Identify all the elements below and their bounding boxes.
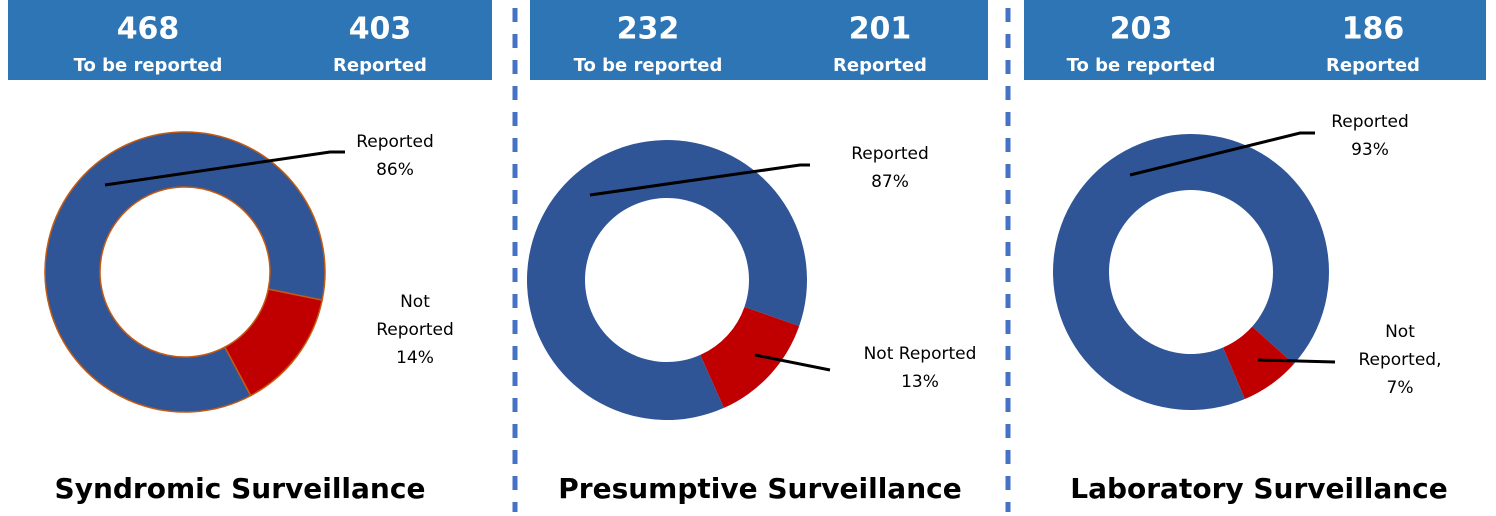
data-label-category: Reported — [356, 132, 434, 152]
header-box — [1024, 0, 1486, 80]
chart-title: Presumptive Surveillance — [558, 472, 961, 505]
leader-line — [754, 353, 831, 372]
donut-slice — [223, 288, 324, 397]
stat-value: 203 — [1110, 12, 1173, 47]
stat-value: 201 — [849, 12, 912, 47]
data-label-category: Not Reported — [863, 344, 977, 364]
data-label: Not Reported, 7% — [1350, 318, 1450, 402]
leader-line — [104, 150, 345, 187]
stat-value: 186 — [1342, 12, 1405, 47]
data-label-value: 7% — [1386, 378, 1414, 398]
header-box — [8, 0, 492, 80]
data-label-category: Reported — [851, 144, 929, 164]
stat-label: Reported — [1326, 55, 1420, 76]
data-label-value: 13% — [901, 372, 939, 392]
data-label-category: Reported — [1331, 112, 1409, 132]
header-box — [530, 0, 988, 80]
data-label-value: 93% — [1351, 140, 1389, 160]
data-label-value: 86% — [376, 160, 414, 180]
donut-slice — [526, 139, 808, 420]
donut-slice — [1223, 326, 1294, 400]
stat-value: 468 — [117, 12, 180, 47]
leader-line — [1257, 358, 1336, 364]
stat-label: To be reported — [1067, 55, 1216, 76]
data-label-category: Not Reported — [376, 292, 454, 340]
data-label-value: 14% — [396, 348, 434, 368]
leader-line — [589, 163, 810, 197]
data-label: Reported 86% — [345, 128, 445, 184]
stat-label: To be reported — [574, 55, 723, 76]
leader-line — [1129, 131, 1315, 177]
stat-value: 232 — [617, 12, 680, 47]
stat-label: Reported — [833, 55, 927, 76]
chart-title: Syndromic Surveillance — [55, 472, 426, 505]
data-label: Not Reported 13% — [840, 340, 1000, 396]
stat-value: 403 — [349, 12, 412, 47]
data-label: Not Reported 14% — [370, 288, 460, 372]
data-label-value: 87% — [871, 172, 909, 192]
donut-slice — [44, 131, 326, 413]
donut-slice — [700, 306, 800, 408]
donut-slice — [1053, 133, 1330, 410]
stat-label: To be reported — [74, 55, 223, 76]
data-label: Reported 93% — [1320, 108, 1420, 164]
data-label: Reported 87% — [840, 140, 940, 196]
chart-title: Laboratory Surveillance — [1070, 472, 1448, 505]
stat-label: Reported — [333, 55, 427, 76]
data-label-category: Not Reported, — [1358, 322, 1442, 370]
